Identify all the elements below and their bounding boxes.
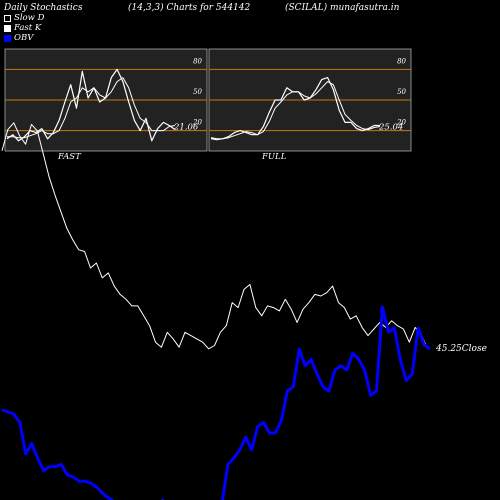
chart-symbol: (SCILAL) munafasutra.in (285, 3, 400, 13)
panel-fast-level-label-80: 80 (193, 57, 202, 65)
panel-fast-series-fast-k (6, 68, 176, 142)
panel-fast-level-label-20: 20 (192, 119, 202, 127)
legend-swatch-slow-d (4, 14, 11, 22)
legend-swatch-obv (4, 34, 11, 42)
legend-item-obv: OBV (4, 33, 33, 44)
legend-label-slow-d: Slow D (14, 13, 45, 23)
legend-label-fast-k: Fast K (14, 23, 42, 33)
panel-label-full: FULL (262, 152, 287, 162)
panel-fast-series-slow-d (7, 77, 176, 139)
obv-line (1, 305, 431, 500)
legend-item-slow-d: Slow D (4, 13, 44, 24)
legend-swatch-fast-k (4, 24, 11, 32)
panel-fast-level-label-50: 50 (193, 88, 202, 96)
panel-label-fast: FAST (58, 152, 81, 162)
panel-full-last-value: 25.04 (378, 123, 403, 133)
panel-full-series-slow-d (210, 81, 381, 141)
panel-full-level-label-50: 50 (397, 88, 406, 96)
chart-params: (14,3,3) Charts for 544142 (128, 3, 251, 13)
price-close-label: 45.25Close (435, 344, 487, 354)
panel-fast-last-value: 21.06 (173, 123, 199, 133)
price-close-line (1, 122, 428, 350)
panel-full-level-label-80: 80 (397, 57, 406, 65)
legend-label-obv: OBV (14, 33, 34, 43)
legend-item-fast-k: Fast K (4, 23, 41, 34)
chart-title: Daily Stochastics (4, 3, 83, 13)
panel-full-level-label-20: 20 (396, 119, 406, 127)
